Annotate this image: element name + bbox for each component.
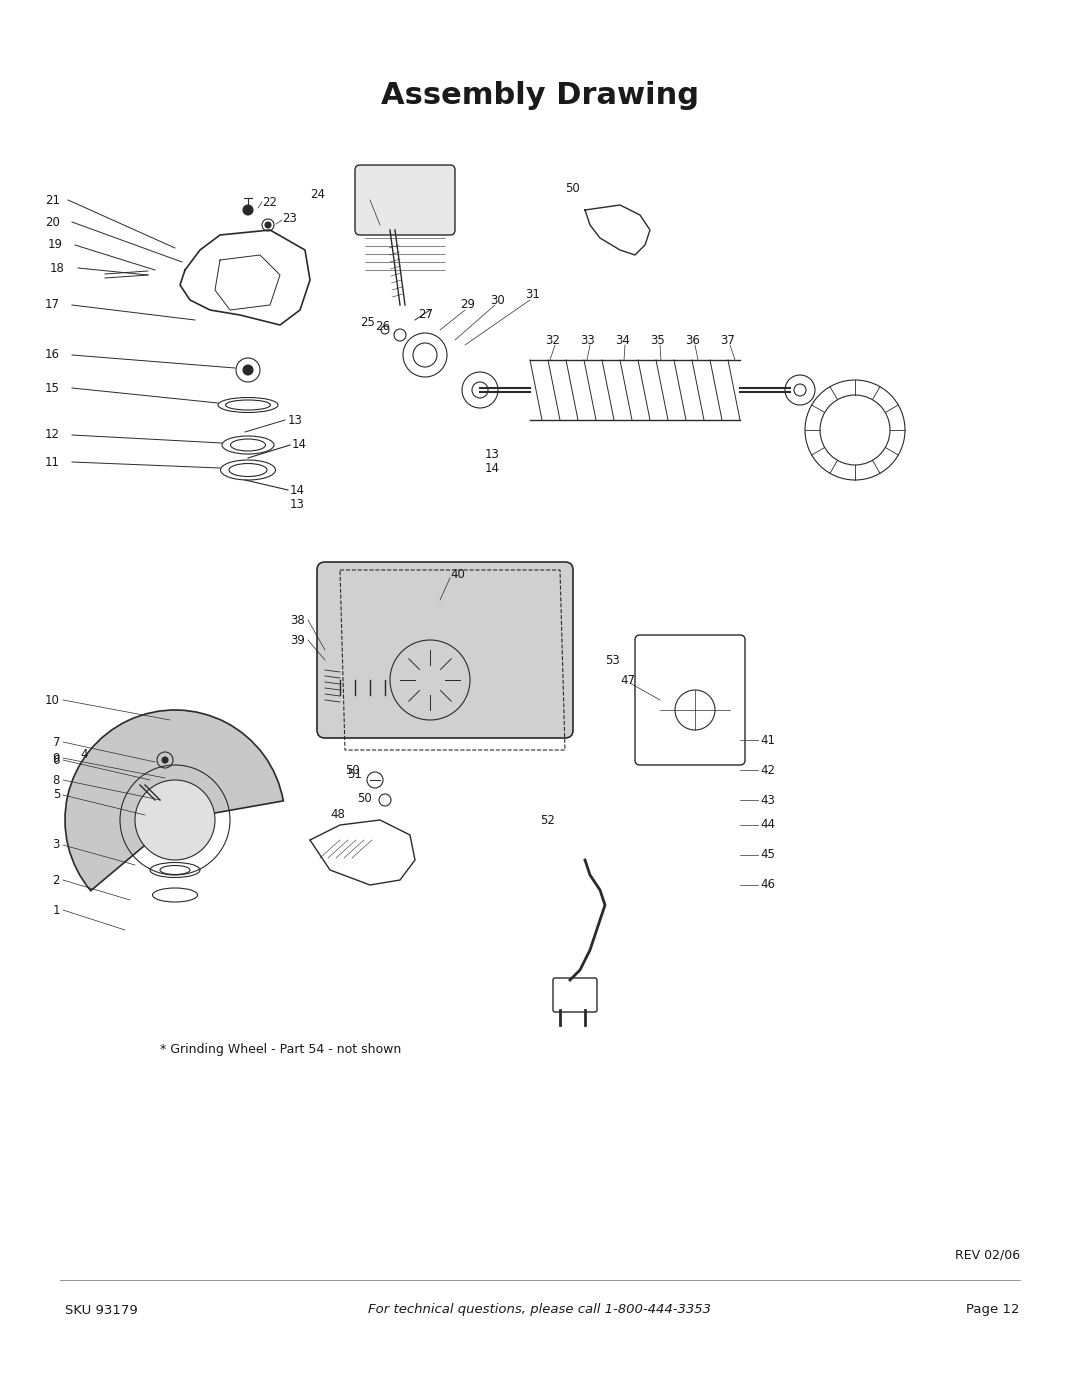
Text: 50: 50 — [357, 792, 372, 805]
Circle shape — [135, 780, 215, 861]
Text: 15: 15 — [45, 381, 60, 394]
Text: 34: 34 — [615, 334, 630, 346]
Text: 17: 17 — [45, 299, 60, 312]
Text: SKU 93179: SKU 93179 — [65, 1303, 138, 1316]
Text: 9: 9 — [53, 752, 60, 764]
Text: 43: 43 — [760, 793, 774, 806]
Text: 14: 14 — [292, 439, 307, 451]
Text: 3: 3 — [53, 838, 60, 852]
Text: 2: 2 — [53, 873, 60, 887]
Text: 7: 7 — [53, 735, 60, 749]
Text: 23: 23 — [282, 211, 297, 225]
Text: 44: 44 — [760, 819, 775, 831]
Circle shape — [162, 757, 168, 763]
Text: 8: 8 — [53, 774, 60, 787]
Text: 12: 12 — [45, 429, 60, 441]
Text: 35: 35 — [650, 334, 665, 346]
Text: 18: 18 — [50, 261, 65, 274]
Text: 27: 27 — [418, 309, 433, 321]
Text: 4: 4 — [81, 749, 87, 761]
Wedge shape — [65, 710, 283, 891]
Text: 10: 10 — [45, 693, 60, 707]
Text: 50: 50 — [346, 764, 360, 777]
Text: 47: 47 — [620, 673, 635, 686]
Text: 25: 25 — [360, 317, 375, 330]
Text: 40: 40 — [450, 569, 464, 581]
Text: 13: 13 — [485, 448, 500, 461]
Text: 53: 53 — [605, 654, 620, 666]
Text: 31: 31 — [525, 289, 540, 302]
Text: * Grinding Wheel - Part 54 - not shown: * Grinding Wheel - Part 54 - not shown — [160, 1044, 402, 1056]
Text: 24: 24 — [310, 189, 325, 201]
Text: 42: 42 — [760, 764, 775, 777]
Text: 20: 20 — [45, 215, 60, 229]
Text: Page 12: Page 12 — [967, 1303, 1020, 1316]
Text: 41: 41 — [760, 733, 775, 746]
Text: 32: 32 — [545, 334, 559, 346]
FancyBboxPatch shape — [355, 165, 455, 235]
Text: 45: 45 — [760, 848, 774, 862]
FancyBboxPatch shape — [318, 562, 573, 738]
Text: 46: 46 — [760, 879, 775, 891]
Text: 21: 21 — [45, 194, 60, 207]
Text: 22: 22 — [262, 196, 276, 208]
Text: 51: 51 — [347, 768, 362, 781]
Text: 5: 5 — [53, 788, 60, 802]
Text: Assembly Drawing: Assembly Drawing — [381, 81, 699, 109]
Text: 6: 6 — [53, 753, 60, 767]
Text: 13: 13 — [288, 414, 302, 426]
Text: 19: 19 — [48, 239, 63, 251]
Text: 30: 30 — [490, 293, 504, 306]
Text: 36: 36 — [685, 334, 700, 346]
Circle shape — [243, 365, 253, 374]
Text: 29: 29 — [460, 299, 475, 312]
Circle shape — [243, 205, 253, 215]
Text: 13: 13 — [291, 499, 305, 511]
Text: 33: 33 — [580, 334, 595, 346]
Text: 52: 52 — [540, 813, 555, 827]
Text: 39: 39 — [291, 633, 305, 647]
Text: 37: 37 — [720, 334, 734, 346]
Circle shape — [265, 222, 271, 228]
Text: For technical questions, please call 1-800-444-3353: For technical questions, please call 1-8… — [368, 1303, 712, 1316]
Text: 26: 26 — [375, 320, 390, 334]
Text: 14: 14 — [485, 461, 500, 475]
Text: 50: 50 — [565, 182, 580, 194]
Text: 14: 14 — [291, 483, 305, 496]
Text: 11: 11 — [45, 455, 60, 468]
Text: 38: 38 — [291, 613, 305, 626]
Text: 48: 48 — [330, 809, 345, 821]
Text: 16: 16 — [45, 348, 60, 362]
Text: 1: 1 — [53, 904, 60, 916]
Text: REV 02/06: REV 02/06 — [955, 1249, 1020, 1261]
